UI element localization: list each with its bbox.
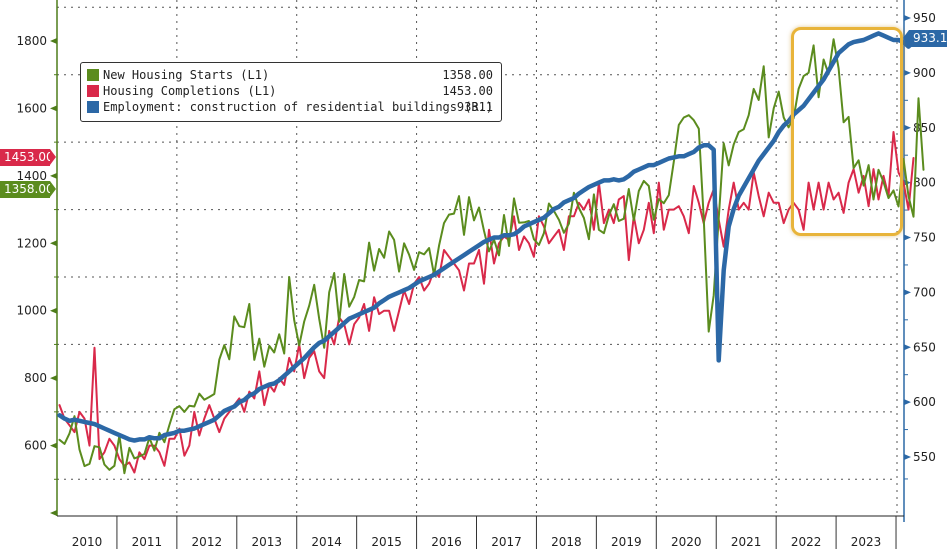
x-axis-year-label: 2017 bbox=[491, 535, 522, 549]
left-axis-tick bbox=[50, 105, 57, 112]
left-axis-tick bbox=[50, 172, 57, 179]
legend-item-housing-completions: Housing Completions (L1) 1453.00 bbox=[87, 83, 493, 99]
x-axis-year-label: 2022 bbox=[791, 535, 822, 549]
series-line-new-housing-starts-l1 bbox=[58, 38, 925, 475]
right-axis-tick bbox=[904, 124, 911, 131]
x-axis-year-label: 2019 bbox=[611, 535, 642, 549]
legend-swatch-completions bbox=[87, 85, 99, 97]
legend-label: New Housing Starts (L1) bbox=[103, 68, 270, 82]
highlight-box-2022-2023 bbox=[791, 27, 903, 236]
right-axis-tick-label: 950 bbox=[913, 11, 936, 25]
left-axis-tick bbox=[50, 442, 57, 449]
legend-item-employment: Employment: construction of residential … bbox=[87, 99, 493, 115]
right-axis-tick-label: 800 bbox=[913, 176, 936, 190]
legend-swatch-employment bbox=[87, 101, 99, 113]
legend-swatch-starts bbox=[87, 69, 99, 81]
last-value-flag-employment: 933.1 bbox=[903, 30, 947, 47]
legend-label: Employment: construction of residential … bbox=[103, 100, 494, 114]
x-axis-year-label: 2023 bbox=[851, 535, 882, 549]
left-axis-tick bbox=[50, 375, 57, 382]
x-axis-year-label: 2010 bbox=[72, 535, 103, 549]
legend-item-new-housing-starts: New Housing Starts (L1) 1358.00 bbox=[87, 67, 493, 83]
x-axis-year-label: 2020 bbox=[671, 535, 702, 549]
left-axis-tick-label: 600 bbox=[24, 439, 47, 453]
legend-value: 1453.00 bbox=[442, 84, 493, 98]
last-value-flag-starts: 1358.00 bbox=[0, 181, 56, 198]
right-axis-tick bbox=[904, 454, 911, 460]
left-axis-tick bbox=[50, 307, 57, 314]
x-axis-year-label: 2021 bbox=[731, 535, 762, 549]
legend-value: 933.1 bbox=[456, 100, 493, 114]
legend: New Housing Starts (L1) 1358.00 Housing … bbox=[80, 62, 502, 122]
right-axis-tick-label: 850 bbox=[913, 121, 936, 135]
right-axis-tick bbox=[904, 344, 911, 351]
x-axis-year-label: 2018 bbox=[551, 535, 582, 549]
x-axis-year-label: 2014 bbox=[311, 535, 342, 549]
x-axis-year-label: 2011 bbox=[132, 535, 163, 549]
right-axis-tick bbox=[904, 234, 911, 241]
left-axis-tick-label: 1600 bbox=[16, 101, 47, 115]
x-axis-year-label: 2015 bbox=[371, 535, 402, 549]
left-axis-tick bbox=[50, 510, 57, 516]
left-axis-tick bbox=[50, 38, 57, 44]
right-axis-tick-label: 900 bbox=[913, 66, 936, 80]
left-axis-tick-label: 1000 bbox=[16, 304, 47, 318]
x-axis-year-label: 2016 bbox=[431, 535, 462, 549]
last-value-flag-completions: 1453.00 bbox=[0, 149, 56, 166]
right-axis-tick bbox=[904, 289, 911, 296]
left-axis-tick-label: 800 bbox=[24, 371, 47, 385]
legend-label: Housing Completions (L1) bbox=[103, 84, 277, 98]
legend-value: 1358.00 bbox=[442, 68, 493, 82]
x-axis-year-label: 2012 bbox=[192, 535, 223, 549]
left-axis-tick-label: 1800 bbox=[16, 34, 47, 48]
right-axis-tick-label: 550 bbox=[913, 450, 936, 464]
right-axis-tick bbox=[904, 15, 911, 21]
right-axis-tick bbox=[904, 69, 911, 76]
x-axis-year-label: 2013 bbox=[251, 535, 282, 549]
right-axis-tick-label: 750 bbox=[913, 231, 936, 245]
right-axis-tick-label: 600 bbox=[913, 395, 936, 409]
series-layer bbox=[57, 31, 925, 475]
right-axis-tick bbox=[904, 399, 911, 406]
axes: 600 800 1000 1200 1400 1600 1800 550 600 650 700 75… bbox=[16, 0, 936, 549]
left-axis-tick bbox=[50, 240, 57, 247]
right-axis-tick-label: 650 bbox=[913, 340, 936, 354]
left-axis-tick-label: 1200 bbox=[16, 236, 47, 250]
series-line-housing-completions-l1 bbox=[58, 131, 915, 474]
left-axis-tick-label: 1400 bbox=[16, 169, 47, 183]
series-line-employment-construction-of-residential-buildings-r1 bbox=[57, 31, 921, 443]
right-axis-tick-label: 700 bbox=[913, 285, 936, 299]
